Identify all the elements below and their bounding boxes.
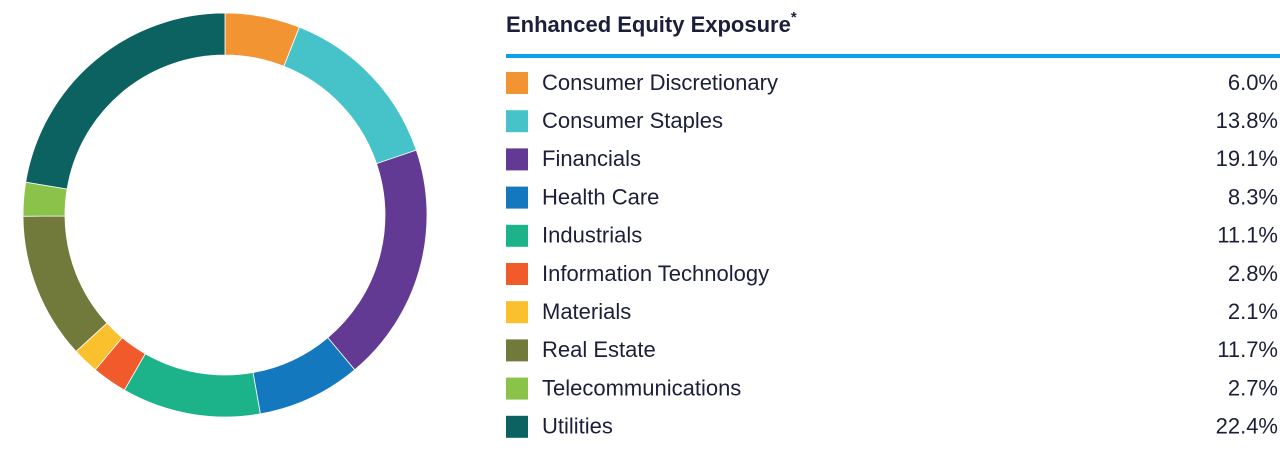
legend-swatch [506, 72, 528, 94]
value-label: 22.4% [1216, 414, 1278, 439]
legend-swatch [506, 377, 528, 400]
value-label: 2.1% [1228, 299, 1278, 324]
legend-swatch [506, 148, 528, 171]
chart-title: Enhanced Equity Exposure [506, 12, 791, 37]
title-rule [506, 54, 1280, 58]
value-label: 13.8% [1216, 108, 1278, 133]
legend-swatch [506, 110, 528, 133]
legend-label: Health Care [542, 184, 659, 209]
legend-label: Telecommunications [542, 375, 741, 400]
value-label: 11.1% [1217, 223, 1278, 248]
legend-label: Information Technology [542, 261, 769, 286]
title-footnote-mark: * [791, 9, 797, 26]
donut-segment [283, 26, 417, 165]
legend-label: Consumer Staples [542, 108, 723, 133]
value-label: 6.0% [1228, 70, 1278, 95]
legend-label: Utilities [542, 414, 613, 439]
value-label: 8.3% [1228, 184, 1278, 209]
donut-segment [22, 215, 108, 352]
donut-segment [25, 12, 226, 190]
legend-swatch [506, 339, 528, 362]
legend-label: Real Estate [542, 337, 656, 362]
legend-swatch [506, 263, 528, 285]
value-label: 2.8% [1228, 261, 1278, 286]
legend-label: Consumer Discretionary [542, 70, 778, 95]
legend-label: Industrials [542, 223, 642, 248]
legend-label: Financials [542, 146, 641, 171]
donut-segment [123, 353, 261, 418]
legend-label: Materials [542, 299, 631, 324]
chart-title-group: Enhanced Equity Exposure* [506, 9, 797, 37]
legend-swatch [506, 415, 528, 438]
value-label: 11.7% [1217, 337, 1278, 362]
value-label: 2.7% [1228, 375, 1278, 400]
legend-swatch [506, 301, 528, 324]
legend-swatch [506, 186, 528, 209]
donut-segment [327, 149, 428, 371]
legend-swatch [506, 224, 528, 247]
value-label: 19.1% [1216, 146, 1278, 171]
